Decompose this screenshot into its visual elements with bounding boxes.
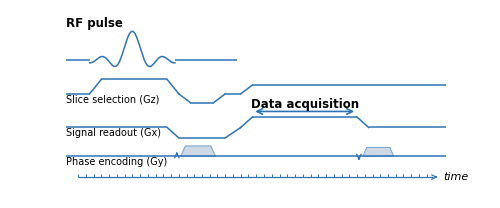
Text: time: time [443,172,468,182]
Text: Signal readout (Gx): Signal readout (Gx) [66,128,162,138]
Text: RF pulse: RF pulse [66,17,123,30]
Polygon shape [180,146,216,156]
Text: Data acquisition: Data acquisition [250,98,359,111]
Text: Phase encoding (Gy): Phase encoding (Gy) [66,157,168,167]
Polygon shape [363,147,394,156]
Text: Slice selection (Gz): Slice selection (Gz) [66,95,160,105]
